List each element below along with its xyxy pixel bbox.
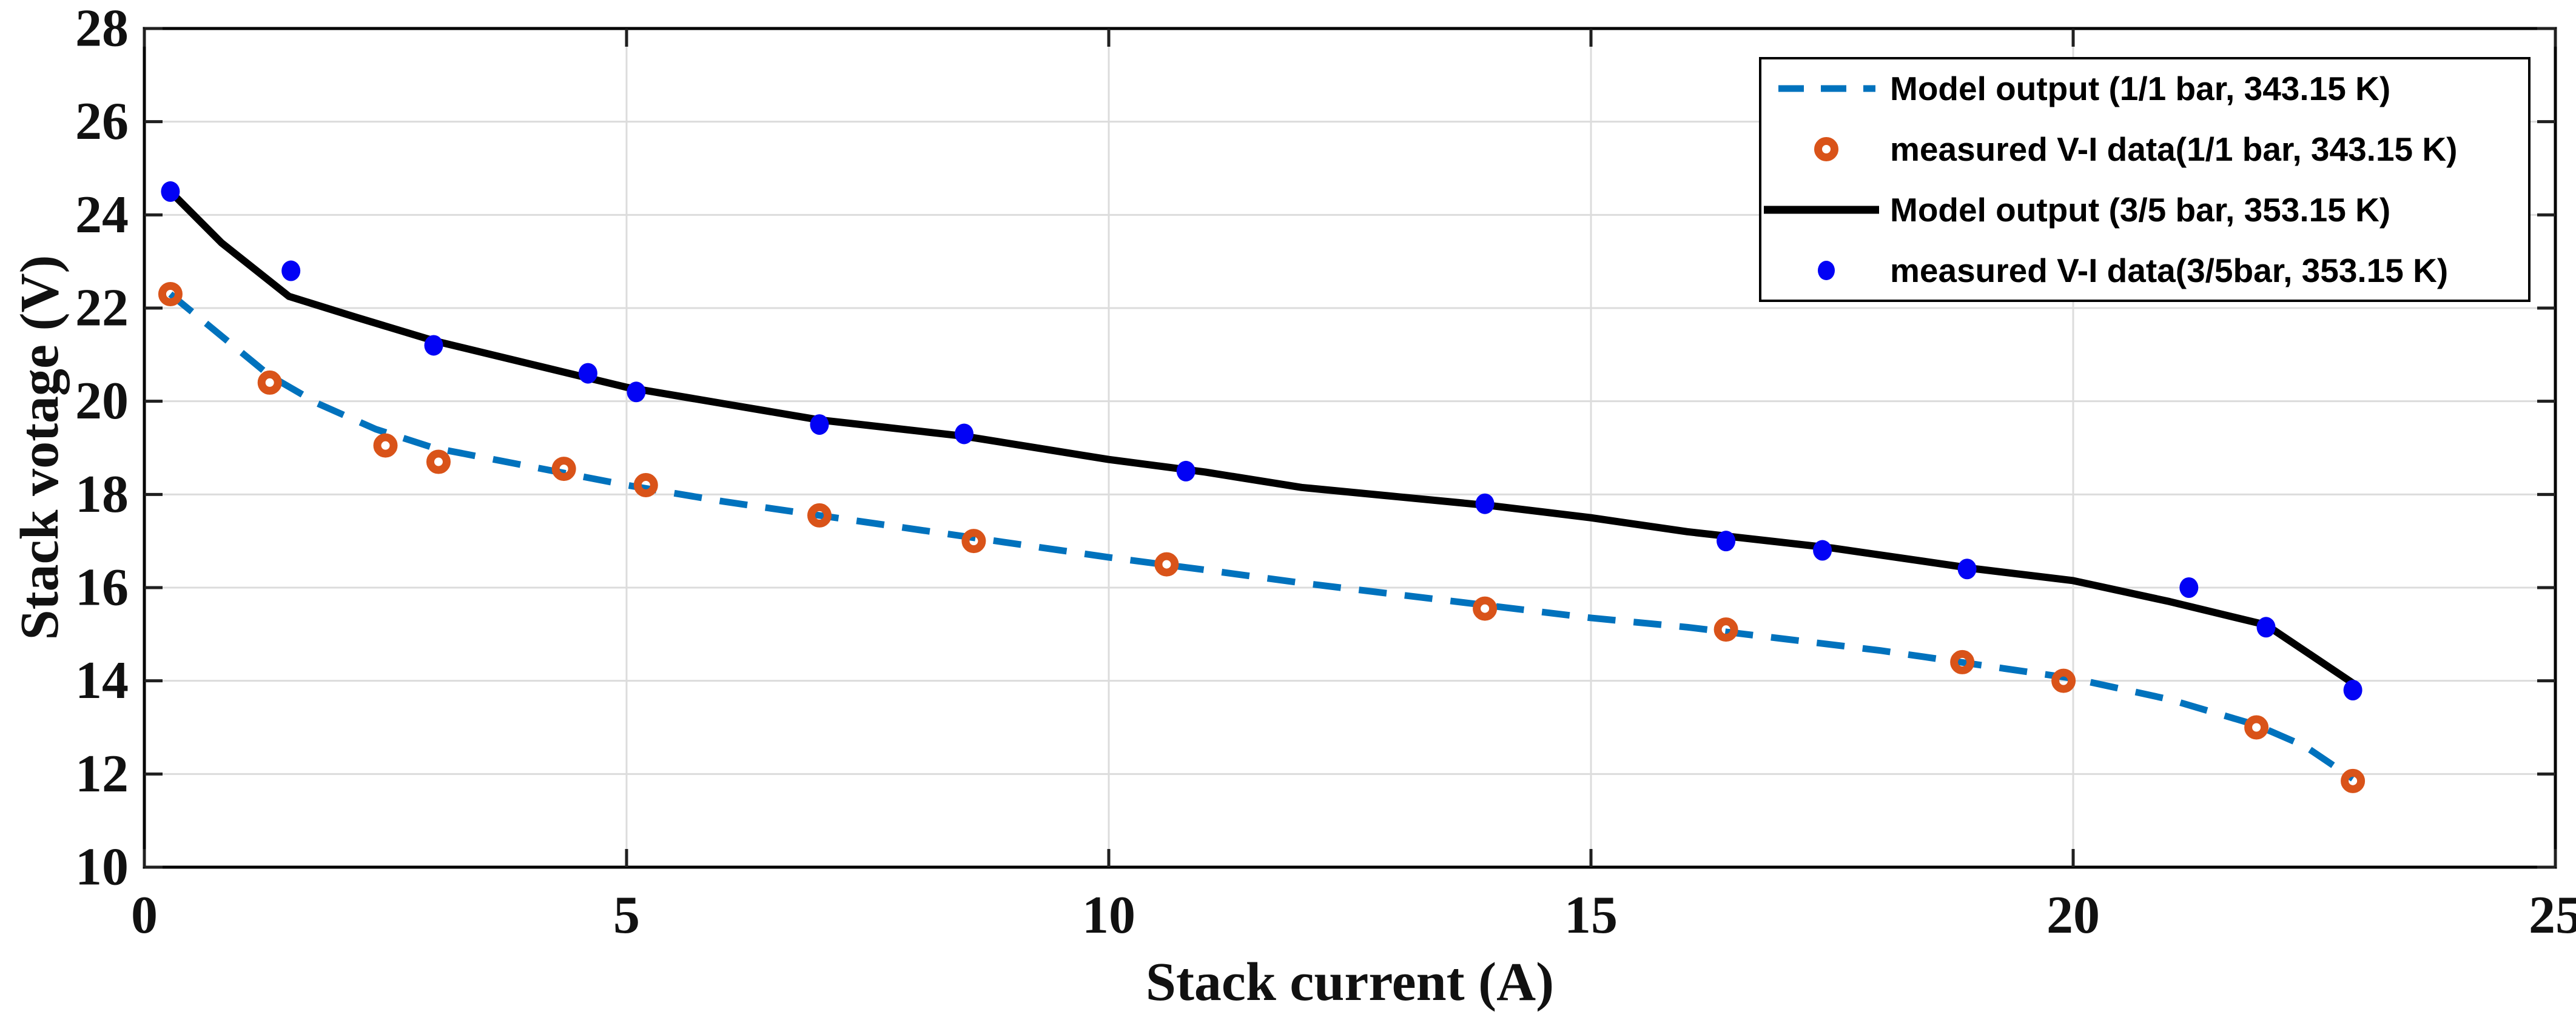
x-tick-label: 15 xyxy=(1564,886,1618,945)
data-point-open-circle xyxy=(426,449,451,474)
data-point-filled-dot xyxy=(1813,540,1832,561)
data-point-open-circle xyxy=(1473,596,1498,621)
legend-item: measured V-I data(3/5bar, 353.15 K) xyxy=(1818,252,2448,289)
axis-box xyxy=(143,27,2557,869)
legend-label: Model output (3/5 bar, 353.15 K) xyxy=(1890,191,2390,229)
model-line xyxy=(168,291,2355,782)
data-point-filled-dot xyxy=(955,423,974,445)
grid-lines xyxy=(144,29,2555,867)
legend: Model output (1/1 bar, 343.15 K) measured… xyxy=(1759,57,2531,302)
data-point-open-circle xyxy=(807,503,832,528)
data-point-filled-dot xyxy=(161,181,180,202)
legend-filled-dot-sample xyxy=(1818,261,1835,280)
x-tick-label: 0 xyxy=(131,886,158,945)
data-point-open-circle xyxy=(1713,617,1738,642)
data-point-filled-dot xyxy=(627,381,646,403)
legend-item: measured V-I data(1/1 bar, 343.15 K) xyxy=(1814,130,2457,168)
y-tick-label: 16 xyxy=(75,559,129,617)
data-point-open-circle xyxy=(1950,649,1975,674)
legend-label: Model output (1/1 bar, 343.15 K) xyxy=(1890,70,2390,107)
x-tick-label: 25 xyxy=(2529,886,2576,945)
y-tick-label: 10 xyxy=(75,838,129,897)
legend-open-circle-sample xyxy=(1814,137,1838,161)
y-tick-label: 14 xyxy=(75,651,129,710)
data-point-filled-dot xyxy=(2256,617,2276,638)
data-point-filled-dot xyxy=(2343,680,2362,701)
data-point-filled-dot xyxy=(2179,577,2199,598)
data-point-filled-dot xyxy=(578,363,597,384)
data-point-open-circle xyxy=(373,433,398,458)
data-point-open-circle xyxy=(158,281,183,306)
data-point-open-circle xyxy=(633,472,658,497)
data-point-filled-dot xyxy=(810,414,829,435)
data-point-open-circle xyxy=(961,529,986,554)
legend-item: Model output (1/1 bar, 343.15 K) xyxy=(1778,70,2390,107)
x-tick-label: 10 xyxy=(1082,886,1135,945)
y-tick-label: 12 xyxy=(75,745,129,804)
y-tick-label: 24 xyxy=(75,186,129,244)
legend-label: measured V-I data(1/1 bar, 343.15 K) xyxy=(1890,130,2457,168)
legend-item: Model output (3/5 bar, 353.15 K) xyxy=(1764,191,2390,229)
data-point-open-circle xyxy=(551,457,576,481)
model-line xyxy=(167,189,2355,686)
x-axis-label: Stack current (A) xyxy=(1145,952,1555,1012)
y-tick-label: 22 xyxy=(75,279,129,338)
legend-box xyxy=(1759,57,2531,302)
series-meas_11bar xyxy=(158,281,2366,793)
data-point-open-circle xyxy=(2051,668,2076,693)
tick-marks xyxy=(143,27,2557,869)
y-axis-label: Stack votage (V) xyxy=(10,255,70,640)
data-point-filled-dot xyxy=(1176,460,1196,481)
y-tick-label: 18 xyxy=(75,465,129,524)
data-point-open-circle xyxy=(2341,768,2366,793)
data-point-filled-dot xyxy=(1475,493,1495,514)
series-model_35bar xyxy=(167,189,2355,686)
tick-labels: 0 5 10 15 20 25 10 12 14 16 18 20 22 24 26 28 xyxy=(75,0,2576,945)
x-tick-label: 5 xyxy=(613,886,640,945)
y-tick-label: 28 xyxy=(75,0,129,58)
data-point-filled-dot xyxy=(281,260,301,281)
data-point-filled-dot xyxy=(1957,559,1977,580)
y-tick-label: 20 xyxy=(75,372,129,431)
legend-label: measured V-I data(3/5bar, 353.15 K) xyxy=(1890,252,2448,289)
series-meas_35bar xyxy=(161,181,2362,701)
data-point-open-circle xyxy=(2244,715,2269,740)
data-point-open-circle xyxy=(257,370,282,395)
x-tick-label: 20 xyxy=(2046,886,2100,945)
data-point-filled-dot xyxy=(1717,531,1736,552)
data-point-open-circle xyxy=(1154,552,1179,577)
y-tick-label: 26 xyxy=(75,92,129,151)
data-point-filled-dot xyxy=(424,335,443,356)
series-model_11bar xyxy=(168,291,2355,782)
